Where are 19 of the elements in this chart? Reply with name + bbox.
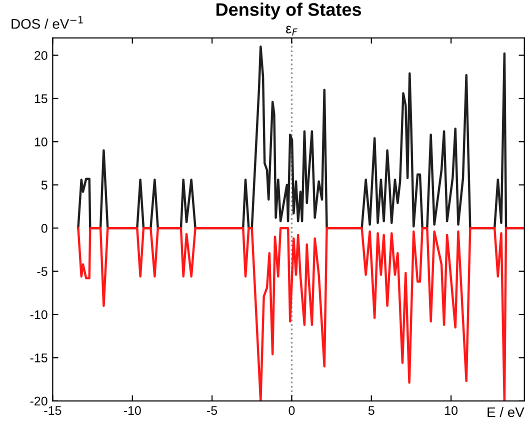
y-tick-label: -20 — [30, 396, 48, 406]
y-tick-label: 10 — [34, 137, 48, 146]
y-tick-label: -15 — [30, 354, 48, 362]
x-axis-title: E / eV — [488, 406, 524, 418]
chart-title: Density of States — [216, 2, 362, 20]
ref-line-label: ε$_{F}$ — [286, 26, 298, 36]
x-tick-label: 0 — [288, 406, 295, 415]
y-tick-label: -10 — [30, 310, 48, 320]
x-tick-label: -10 — [124, 406, 141, 415]
y-tick-label: 5 — [41, 180, 48, 190]
x-tick-label: -5 — [207, 406, 218, 415]
y-tick-label: 20 — [34, 51, 48, 60]
x-tick-label: 5 — [368, 406, 374, 415]
line-series — [77, 226, 524, 401]
y-axis-title: DOS / eV$^{−1}$ — [12, 16, 83, 29]
y-tick-label: 15 — [34, 94, 48, 104]
y-tick-label: 0 — [41, 224, 48, 233]
x-tick-label: 10 — [445, 406, 458, 415]
y-tick-label: -5 — [37, 267, 48, 276]
